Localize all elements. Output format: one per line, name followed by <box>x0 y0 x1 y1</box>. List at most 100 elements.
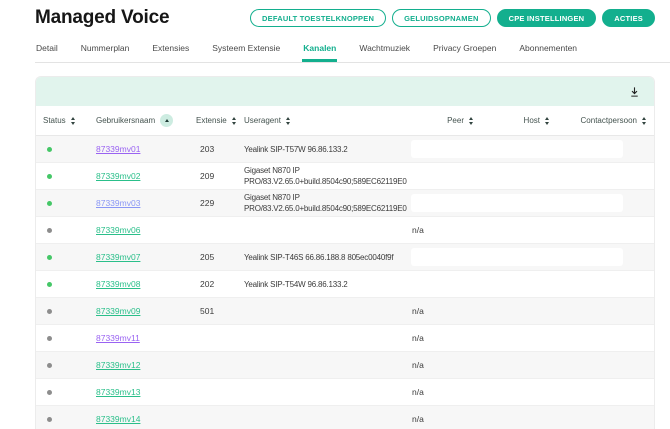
column-header-label: Status <box>43 116 66 125</box>
gebruikersnaam-cell: 87339mv07 <box>86 252 188 262</box>
sort-ascending-icon[interactable] <box>160 114 174 127</box>
table-row-87339mv12: 87339mv12 n/a <box>36 352 654 379</box>
extensie-cell: 229 <box>200 198 215 208</box>
peer-host-field <box>411 140 623 158</box>
column-header-label: Peer <box>447 116 464 125</box>
column-header-gebruikersnaam[interactable]: Gebruikersnaam <box>86 114 188 127</box>
tab-privacy-groepen[interactable]: Privacy Groepen <box>433 43 497 53</box>
page-header: Managed Voice DEFAULT TOESTELKNOPPEN GELU… <box>0 0 670 31</box>
useragent-cell: Yealink SIP-T57W 96.86.133.2 <box>244 144 348 154</box>
status-dot <box>47 363 52 368</box>
action-button-acties[interactable]: ACTIES <box>602 9 655 27</box>
column-header-contactpersoon[interactable]: Contactpersoon <box>549 116 654 125</box>
useragent-cell: Gigaset N870 IP PRO/83.V2.65.0+build.850… <box>244 193 407 213</box>
status-dot <box>47 390 52 395</box>
status-cell <box>36 171 86 181</box>
sort-arrows-icon[interactable] <box>231 116 236 125</box>
table-row-87339mv01: 87339mv01 203 Yealink SIP-T57W 96.86.133… <box>36 136 654 163</box>
gebruikersnaam-link[interactable]: 87339mv12 <box>96 360 141 370</box>
extensie-cell: 202 <box>200 279 215 289</box>
gebruikersnaam-link[interactable]: 87339mv07 <box>96 252 141 262</box>
peer-cell: n/a <box>412 333 424 343</box>
column-header-label: Gebruikersnaam <box>96 116 156 125</box>
table-panel: Status Gebruikersnaam Extensie Useragent… <box>35 76 655 429</box>
action-button-default-toestelknoppen[interactable]: DEFAULT TOESTELKNOPPEN <box>250 9 387 27</box>
sort-arrows-icon[interactable] <box>642 116 646 125</box>
table-row-87339mv14: 87339mv14 n/a <box>36 406 654 429</box>
gebruikersnaam-link[interactable]: 87339mv11 <box>96 333 140 343</box>
status-cell <box>36 252 86 262</box>
gebruikersnaam-cell: 87339mv03 <box>86 198 188 208</box>
tab-abonnementen[interactable]: Abonnementen <box>519 43 578 53</box>
sort-arrows-icon[interactable] <box>469 116 473 125</box>
download-icon[interactable] <box>627 84 642 100</box>
extensie-cell: 209 <box>200 171 215 181</box>
useragent-cell: Gigaset N870 IP PRO/83.V2.65.0+build.850… <box>244 166 407 186</box>
tab-wachtmuziek[interactable]: Wachtmuziek <box>359 43 411 53</box>
sort-arrows-icon[interactable] <box>70 116 75 125</box>
gebruikersnaam-link[interactable]: 87339mv09 <box>96 306 141 316</box>
sort-arrows-icon[interactable] <box>285 116 290 125</box>
status-dot <box>47 228 52 233</box>
gebruikersnaam-cell: 87339mv11 <box>86 333 188 343</box>
status-cell <box>36 414 86 424</box>
status-dot <box>47 336 52 341</box>
gebruikersnaam-cell: 87339mv13 <box>86 387 188 397</box>
column-header-label: Host <box>523 116 540 125</box>
extensie-cell: 203 <box>200 144 215 154</box>
tab-detail[interactable]: Detail <box>36 43 58 53</box>
status-cell <box>36 306 86 316</box>
gebruikersnaam-cell: 87339mv08 <box>86 279 188 289</box>
table-row-87339mv08: 87339mv08 202 Yealink SIP-T54W 96.86.133… <box>36 271 654 298</box>
gebruikersnaam-link[interactable]: 87339mv06 <box>96 225 141 235</box>
useragent-cell: Yealink SIP-T54W 96.86.133.2 <box>244 279 348 289</box>
tab-kanalen[interactable]: Kanalen <box>302 37 338 62</box>
table-toolbar <box>36 77 654 106</box>
tab-bar: Detail Nummerplan Extensies Systeem Extensi… <box>35 37 670 63</box>
column-header-useragent[interactable]: Useragent <box>244 116 411 125</box>
peer-cell: n/a <box>412 225 424 235</box>
column-header-host[interactable]: Host <box>473 116 549 125</box>
table-row-87339mv03: 87339mv03 229 Gigaset N870 IP PRO/83.V2.… <box>36 190 654 217</box>
gebruikersnaam-link[interactable]: 87339mv13 <box>96 387 141 397</box>
table-row-87339mv11: 87339mv11 n/a <box>36 325 654 352</box>
peer-host-field <box>411 248 623 266</box>
column-header-label: Useragent <box>244 116 281 125</box>
column-header-status[interactable]: Status <box>36 116 86 125</box>
gebruikersnaam-cell: 87339mv09 <box>86 306 188 316</box>
table-row-87339mv06: 87339mv06 n/a <box>36 217 654 244</box>
extensie-cell: 501 <box>200 306 215 316</box>
tab-extensies[interactable]: Extensies <box>152 43 190 53</box>
tab-nummerplan[interactable]: Nummerplan <box>80 43 130 53</box>
column-header-label: Extensie <box>196 116 227 125</box>
status-dot <box>47 174 52 179</box>
peer-host-field <box>411 194 623 212</box>
action-button-geluidsopnamen[interactable]: GELUIDSOPNAMEN <box>392 9 491 27</box>
table-body: 87339mv01 203 Yealink SIP-T57W 96.86.133… <box>36 136 654 429</box>
tab-systeem-extensie[interactable]: Systeem Extensie <box>212 43 281 53</box>
column-header-peer[interactable]: Peer <box>411 116 473 125</box>
sort-arrows-icon[interactable] <box>545 116 549 125</box>
status-dot <box>47 147 52 152</box>
gebruikersnaam-link[interactable]: 87339mv03 <box>96 198 141 208</box>
action-button-cpe-instellingen[interactable]: CPE INSTELLINGEN <box>496 9 597 27</box>
table-row-87339mv07: 87339mv07 205 Yealink SIP-T46S 66.86.188… <box>36 244 654 271</box>
action-buttons: DEFAULT TOESTELKNOPPEN GELUIDSOPNAMEN CPE … <box>250 9 655 27</box>
peer-cell: n/a <box>412 360 424 370</box>
gebruikersnaam-cell: 87339mv01 <box>86 144 188 154</box>
gebruikersnaam-link[interactable]: 87339mv08 <box>96 279 141 289</box>
gebruikersnaam-cell: 87339mv12 <box>86 360 188 370</box>
status-cell <box>36 144 86 154</box>
status-dot <box>47 255 52 260</box>
gebruikersnaam-link[interactable]: 87339mv01 <box>96 144 141 154</box>
table-row-87339mv02: 87339mv02 209 Gigaset N870 IP PRO/83.V2.… <box>36 163 654 190</box>
column-header-extensie[interactable]: Extensie <box>188 116 244 125</box>
table-header-row: Status Gebruikersnaam Extensie Useragent… <box>36 106 654 136</box>
gebruikersnaam-cell: 87339mv06 <box>86 225 188 235</box>
extensie-cell: 205 <box>200 252 215 262</box>
status-cell <box>36 387 86 397</box>
gebruikersnaam-link[interactable]: 87339mv14 <box>96 414 141 424</box>
gebruikersnaam-link[interactable]: 87339mv02 <box>96 171 141 181</box>
status-cell <box>36 360 86 370</box>
